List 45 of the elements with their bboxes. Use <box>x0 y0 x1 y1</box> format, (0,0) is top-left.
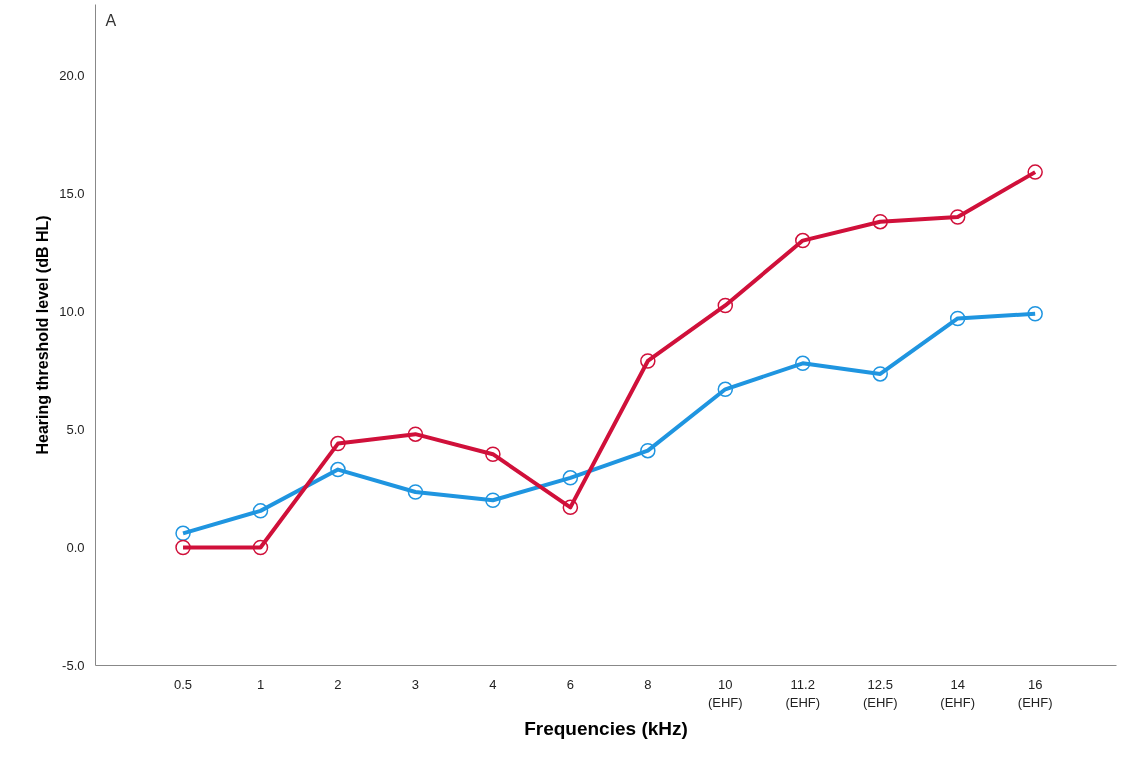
point <box>795 232 811 249</box>
x-tick-label: 2 <box>334 676 342 692</box>
y-tick-label: 5.0 <box>66 421 85 437</box>
x-tick-label: 14 (EHF) <box>940 676 976 710</box>
x-tick-label: 4 <box>489 676 497 692</box>
x-tick-label: 3 <box>411 676 420 692</box>
annotation: A <box>105 11 117 29</box>
point <box>949 209 966 225</box>
point <box>252 539 269 556</box>
x-tick-label: 16 (EHF) <box>1017 676 1053 710</box>
point <box>949 310 966 327</box>
y-axis-title: Hearing threshold level (dB HL) <box>34 215 52 455</box>
point <box>795 355 811 372</box>
point <box>640 442 656 459</box>
point <box>640 353 656 369</box>
point <box>872 213 888 230</box>
point <box>562 470 579 486</box>
x-tick-label: 6 <box>566 676 574 692</box>
x-tick-label: 11.2 (EHF) <box>785 676 821 710</box>
point <box>717 297 734 314</box>
y-tick-label: 20.0 <box>59 67 85 83</box>
x-tick-label: 8 <box>644 676 652 692</box>
point <box>1027 306 1043 322</box>
point <box>330 461 346 478</box>
x-tick-label: 10 (EHF) <box>707 676 743 710</box>
point <box>717 381 734 398</box>
point <box>485 446 501 462</box>
point <box>1027 164 1043 180</box>
point <box>252 503 269 519</box>
y-tick-label: 10.0 <box>59 303 85 319</box>
point <box>562 499 579 516</box>
y-tick-label: -5.0 <box>62 658 85 673</box>
point <box>485 492 501 508</box>
point <box>407 484 424 500</box>
point <box>330 435 346 452</box>
x-tick-label: 0.5 <box>174 676 193 692</box>
x-tick-label: 12.5 (EHF) <box>862 676 898 710</box>
point <box>872 366 888 382</box>
y-tick-label: 0.0 <box>66 539 85 555</box>
x-tick-label: 1 <box>256 676 265 692</box>
x-axis-title: Frequencies (kHz) <box>524 717 688 739</box>
point <box>175 539 191 556</box>
point <box>175 525 191 542</box>
y-tick-label: 15.0 <box>59 185 85 201</box>
point <box>407 426 424 442</box>
